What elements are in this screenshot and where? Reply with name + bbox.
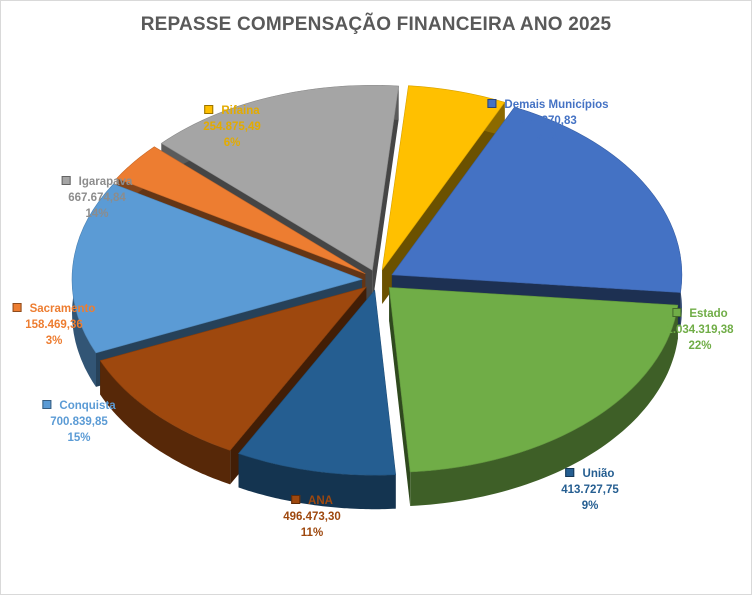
slice-value: 254.875,49 <box>203 121 261 133</box>
slice-value: 158.469,36 <box>25 319 83 331</box>
slice-value: 700.839,85 <box>50 416 108 428</box>
data-label: Igarapava 667.674,84 14% <box>61 174 133 222</box>
slice-wall <box>372 86 399 305</box>
slice-percent: 6% <box>223 137 241 149</box>
slice-value: 1.034.319,38 <box>666 324 734 336</box>
slice-name: Conquista <box>59 400 116 412</box>
legend-key-icon <box>487 99 497 109</box>
legend-key-icon <box>672 308 682 318</box>
pie-slice-conquista <box>71 183 363 354</box>
slice-name: ANA <box>308 495 333 507</box>
legend-key-icon <box>42 400 52 410</box>
slice-name: União <box>582 468 615 480</box>
slice-percent: 3% <box>45 335 63 347</box>
slice-outer-wall <box>238 453 396 510</box>
data-label: Sacramento 158.469,36 3% <box>12 301 96 349</box>
pie-slice-sacramento <box>116 146 366 274</box>
slice-name: Sacramento <box>29 303 96 315</box>
slice-percent: 22% <box>688 340 712 352</box>
slice-name: Igarapava <box>78 176 133 188</box>
legend-key-icon <box>61 176 71 186</box>
pie-slice-rifaina <box>381 85 506 271</box>
slice-outer-wall <box>410 305 678 506</box>
slice-percent: 11% <box>300 527 324 539</box>
legend-key-icon <box>291 495 301 505</box>
data-label: Estado 1.034.319,38 22% <box>666 306 733 354</box>
data-label: União 413.727,75 9% <box>561 466 619 514</box>
chart-title: REPASSE COMPENSAÇÃO FINANCEIRA ANO 2025 <box>140 14 612 35</box>
slice-percent: 14% <box>85 208 109 220</box>
slice-value: 413.727,75 <box>561 484 619 496</box>
slice-percent: 20% <box>536 131 560 143</box>
slice-value: 667.674,84 <box>68 192 126 204</box>
slice-name: Estado <box>689 308 728 320</box>
legend-key-icon <box>204 105 214 115</box>
data-label: Conquista 700.839,85 15% <box>42 398 116 446</box>
slice-name: Demais Municípios <box>504 99 609 111</box>
pie-slice-ana <box>99 286 368 451</box>
data-label: ANA 496.473,30 11% <box>283 493 341 541</box>
slice-name: Rifaina <box>221 105 260 117</box>
pie-slice-uni-o <box>238 289 397 476</box>
slice-percent: 15% <box>67 432 91 444</box>
pie-slice-demais-munic-pios <box>391 106 683 293</box>
data-label: Demais Municípios 907.370,83 20% <box>487 97 609 145</box>
slice-tops <box>71 84 683 476</box>
pie-slice-igarapava <box>160 84 399 271</box>
pie-slice-estado <box>388 287 679 473</box>
slice-percent: 9% <box>581 500 599 512</box>
slice-wall <box>389 287 411 506</box>
slice-value: 496.473,30 <box>283 511 341 523</box>
data-label: Rifaina 254.875,49 6% <box>203 103 261 151</box>
slice-outer-wall <box>100 360 231 485</box>
legend-key-icon <box>565 468 575 478</box>
slice-value: 907.370,83 <box>519 115 577 127</box>
legend-key-icon <box>12 303 22 313</box>
